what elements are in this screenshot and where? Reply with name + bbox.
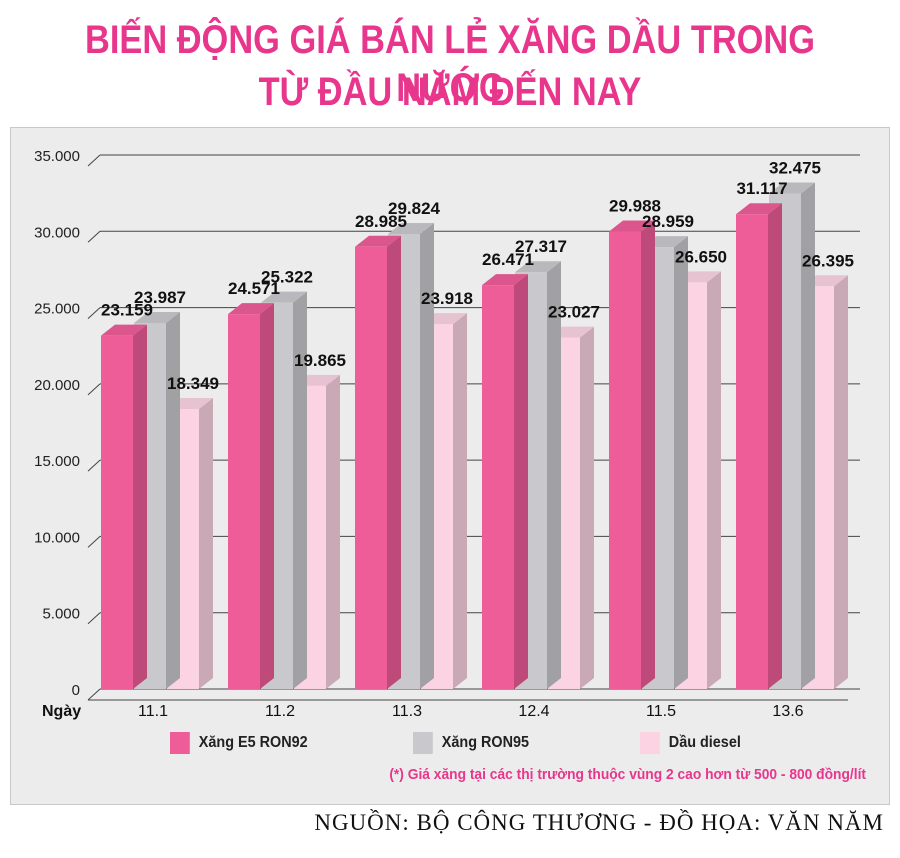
- bar-top: [515, 261, 561, 273]
- legend-label-ron95: Xăng RON95: [441, 734, 530, 751]
- bar-top: [388, 222, 434, 234]
- gridline-diagonal: [87, 459, 101, 472]
- bar: [482, 285, 514, 689]
- data-label: 23.987: [134, 288, 186, 307]
- bar-side: [133, 324, 147, 689]
- y-tick-label: 35.000: [34, 148, 80, 165]
- data-label: 25.322: [261, 268, 313, 287]
- bar-side: [199, 398, 213, 689]
- data-label: 19.865: [294, 351, 346, 370]
- legend-swatch-e5: [170, 732, 190, 754]
- x-axis-label: Ngày: [42, 703, 81, 720]
- chart-title-line-2: TỪ ĐẦU NĂM ĐẾN NAY: [258, 70, 642, 114]
- bar-top: [101, 324, 147, 336]
- legend-item-diesel: Dầu diesel: [640, 732, 741, 754]
- bar-top: [736, 203, 782, 215]
- y-tick-label: 10.000: [34, 529, 80, 546]
- gridline-diagonal: [87, 154, 101, 167]
- legend-item-e5: Xăng E5 RON92: [170, 732, 308, 754]
- x-tick-label: 12.4: [518, 703, 549, 720]
- data-label: 32.475: [769, 159, 821, 178]
- bar: [609, 231, 641, 689]
- bar-side: [453, 313, 467, 689]
- data-label: 31.117: [736, 179, 787, 198]
- data-label: 26.395: [802, 251, 854, 270]
- y-tick-label: 5.000: [42, 606, 80, 623]
- bar-side: [674, 236, 688, 689]
- y-tick-label: 0: [72, 682, 80, 699]
- bar-top: [355, 235, 401, 247]
- gridline-diagonal: [87, 383, 101, 396]
- bar-side: [326, 374, 340, 689]
- footnote: (*) Giá xăng tại các thị trường thuộc vù…: [389, 766, 866, 783]
- bar-side: [166, 312, 180, 689]
- bar-top: [261, 291, 307, 303]
- bar-top: [769, 182, 815, 194]
- data-label: 28.959: [642, 212, 694, 231]
- x-tick-label: 11.1: [138, 703, 168, 720]
- gridline-diagonal: [87, 230, 101, 243]
- bar-side: [387, 235, 401, 689]
- bar-top: [228, 303, 274, 315]
- y-tick-label: 20.000: [34, 377, 80, 394]
- bar-side: [514, 274, 528, 689]
- gridline-diagonal: [87, 688, 101, 701]
- legend-label-e5: Xăng E5 RON92: [198, 734, 308, 751]
- gridline-diagonal: [87, 536, 101, 548]
- source-credit: NGUỒN: BỘ CÔNG THƯƠNG - ĐỒ HỌA: VĂN NĂM: [314, 810, 884, 835]
- x-tick-label: 11.2: [265, 703, 295, 720]
- bar: [355, 246, 387, 689]
- bar-side: [707, 271, 721, 689]
- bar: [228, 314, 260, 689]
- gridline-diagonal: [87, 307, 101, 319]
- x-tick-label: 13.6: [772, 703, 803, 720]
- y-tick-label: 30.000: [34, 224, 80, 241]
- y-tick-label: 15.000: [34, 453, 80, 470]
- chart-title-line-1: BIẾN ĐỘNG GIÁ BÁN LẺ XĂNG DẦU TRONG NƯỚC: [84, 18, 816, 110]
- bar-side: [260, 303, 274, 689]
- x-tick-label: 11.3: [392, 703, 422, 720]
- y-tick-label: 25.000: [34, 301, 80, 318]
- data-label: 24.571: [228, 279, 280, 298]
- data-label: 26.471: [482, 250, 534, 269]
- bar-side: [420, 222, 434, 689]
- legend-swatch-diesel: [640, 732, 660, 754]
- bar: [736, 214, 768, 690]
- legend-label-diesel: Dầu diesel: [668, 734, 741, 751]
- data-label: 29.824: [388, 199, 441, 218]
- bar-side: [547, 261, 561, 689]
- data-label: 29.988: [609, 196, 661, 215]
- legend-swatch-ron95: [413, 732, 433, 754]
- data-label: 27.317: [515, 237, 567, 256]
- x-tick-label: 11.5: [646, 703, 676, 720]
- bar-side: [580, 326, 594, 689]
- bar-side: [641, 220, 655, 689]
- bar-top: [609, 220, 655, 232]
- data-label: 26.650: [675, 247, 727, 266]
- data-label: 28.985: [355, 212, 407, 231]
- data-label: 18.349: [167, 374, 219, 393]
- bar: [101, 335, 133, 689]
- bar-top: [482, 274, 528, 286]
- gridline-diagonal: [87, 612, 101, 625]
- data-label: 23.918: [421, 289, 473, 308]
- data-label: 23.027: [548, 303, 600, 322]
- bar-side: [768, 203, 782, 690]
- bar-top: [134, 312, 180, 324]
- legend-item-ron95: Xăng RON95: [413, 732, 529, 754]
- bar-side: [801, 182, 815, 689]
- bar-side: [293, 291, 307, 689]
- bar-side: [834, 275, 848, 689]
- data-label: 23.159: [101, 301, 153, 320]
